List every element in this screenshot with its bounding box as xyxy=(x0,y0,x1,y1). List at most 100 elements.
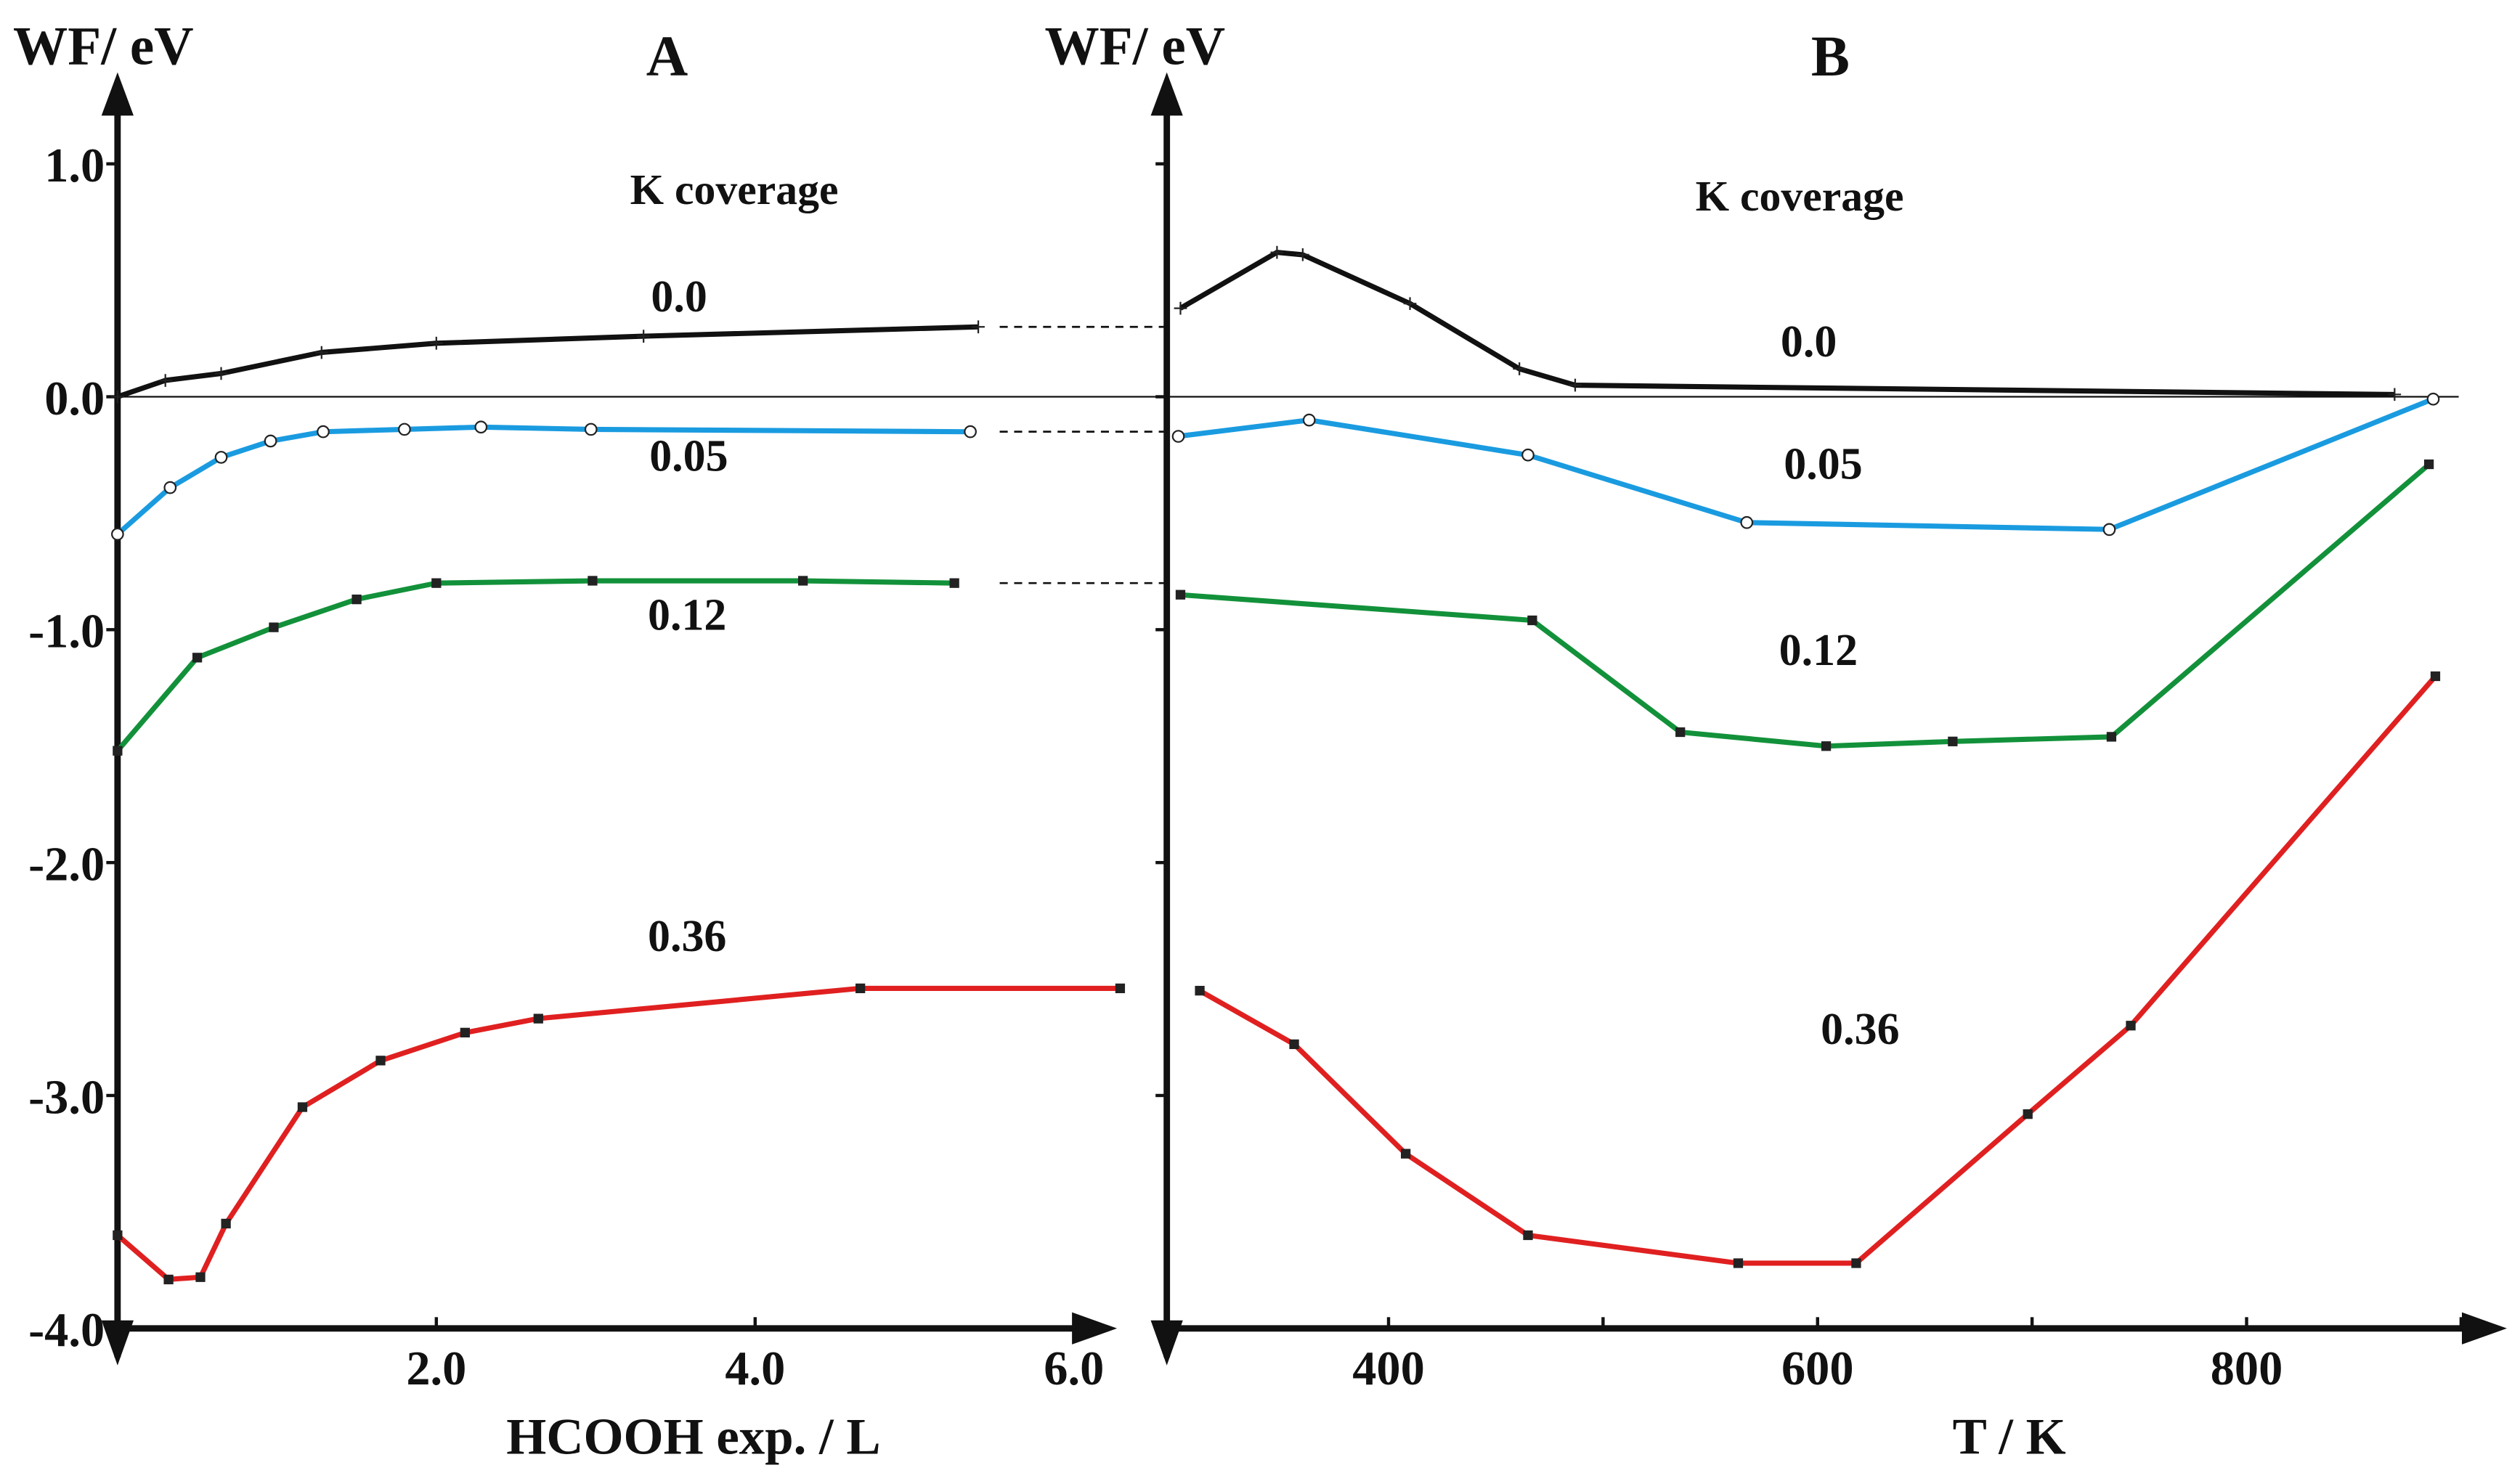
panel-b-series-0.05-point xyxy=(2102,523,2116,536)
panel-b-series-0.0-point xyxy=(1513,362,1527,375)
panel-b-label-0.36: 0.36 xyxy=(1821,1005,1899,1054)
panel-a-series-0.36-point xyxy=(1115,983,1126,994)
panel-a-series-0.12-point xyxy=(351,594,362,605)
panel-b-series-0.36-point xyxy=(1851,1258,1861,1268)
panel-a-series-0.36-point xyxy=(460,1027,470,1037)
panel-a-series-0.05-point xyxy=(111,527,124,541)
panel-a-series-0.36-point xyxy=(113,1230,123,1241)
panel-b-legend-title: K coverage xyxy=(1696,172,1904,220)
panel-a-x-tick-label: 2.0 xyxy=(406,1342,466,1395)
panel-a-series-0.12-point xyxy=(269,622,279,632)
panel-a-series-0.0-point xyxy=(429,336,443,350)
panel-b-series-0.12-line xyxy=(1180,462,2431,749)
panel-b-series-0.0-point xyxy=(1296,248,1309,261)
panel-a-series-0.36-line xyxy=(115,985,1121,1282)
panel-b-title: B xyxy=(1811,25,1850,89)
panel-a-series-0.36-point xyxy=(297,1102,308,1112)
panel-a-series-0.12-point xyxy=(431,578,442,588)
panel-b-series-0.12-point xyxy=(2106,732,2117,742)
panel-a-series-0.36-point xyxy=(533,1013,543,1024)
panel-b-series-0.05-point xyxy=(1171,430,1185,443)
panel-b-series-0.36-point xyxy=(1400,1149,1411,1159)
panel-a-series-0.05-point xyxy=(398,423,411,436)
panel-a-series-0.05-point xyxy=(964,425,977,438)
panel-b-series-0.36-point xyxy=(2430,671,2441,682)
panel-a-series-0.05-point xyxy=(163,481,177,494)
panel-a-series-0.36-point xyxy=(855,983,866,994)
panel-a-ylabel: WF/ eV xyxy=(13,17,194,77)
panel-b-series-0.0-point xyxy=(2388,388,2402,401)
panel-a-series-0.0-point xyxy=(158,374,172,387)
panel-b-series-0.12-point xyxy=(1675,727,1686,738)
panel-a-series-0.12-point xyxy=(798,576,808,586)
panel-a-y-arrow-up xyxy=(101,72,134,116)
panel-a-series-0.12-line xyxy=(115,578,955,753)
panel-b-series-0.0-point xyxy=(1270,245,1284,259)
panel-b-series-0.05-point xyxy=(2426,392,2440,406)
panel-a-x-arrow xyxy=(1072,1312,1118,1345)
panel-a-series-0.12-point xyxy=(588,576,598,586)
panel-b-series-0.36-point xyxy=(1733,1258,1744,1268)
panel-b-series-0.12-point xyxy=(1527,615,1537,626)
panel-b-x-tick-label: 600 xyxy=(1781,1342,1854,1395)
panel-b-series-0.05-point xyxy=(1521,448,1535,462)
panel-b-series-0.12-point xyxy=(1175,589,1186,600)
panel-a-series-0.36-point xyxy=(195,1272,206,1282)
panel-b-series-0.05-line xyxy=(1178,396,2434,532)
panel-b-series-0.0-point xyxy=(1569,378,1582,392)
panel-a-y-tick-label: 0.0 xyxy=(44,372,105,425)
panel-b-y-arrow-up xyxy=(1150,72,1183,116)
panel-a-y-tick-label: -2.0 xyxy=(28,838,105,891)
panel-a-series-0.0-point xyxy=(314,346,328,359)
panel-a-y-tick-label: -3.0 xyxy=(28,1071,105,1124)
panel-b-series-0.12-point xyxy=(2423,459,2434,470)
panel-a-series-0.05-line xyxy=(115,424,971,536)
panel-a-x-tick-label: 4.0 xyxy=(725,1342,785,1395)
panel-b-ylabel: WF/ eV xyxy=(1045,17,1226,77)
panel-a-series-0.0-point xyxy=(214,367,228,380)
panel-a-label-0.05: 0.05 xyxy=(649,431,728,481)
panel-b-series-0.05-point xyxy=(1740,515,1754,529)
panel-b-series-0.36-point xyxy=(2126,1021,2136,1031)
panel-b-series-0.05-point xyxy=(1302,413,1316,427)
panel-b-series-0.12-point xyxy=(1948,736,1958,746)
panel-b-x-arrow xyxy=(2462,1312,2507,1345)
panel-a-series-0.36-point xyxy=(163,1274,174,1285)
panel-b-series-0.0-point xyxy=(1174,301,1187,315)
panel-b-series-0.36-point xyxy=(2023,1109,2033,1119)
panel-a-y-tick-label: -1.0 xyxy=(28,605,105,658)
panel-a-series-0.0-line xyxy=(116,324,979,399)
panel-b-label-0.0: 0.0 xyxy=(1781,317,1837,367)
panel-a-series-0.05-point xyxy=(214,451,228,464)
panel-a-series-0.36-point xyxy=(375,1056,386,1066)
panel-b-series-0.0-point xyxy=(1403,297,1417,311)
panel-a-series-0.05-point xyxy=(474,420,488,434)
panel-a-label-0.12: 0.12 xyxy=(648,590,726,640)
panel-a-label-0.36: 0.36 xyxy=(648,912,726,961)
panel-a-series-0.36-point xyxy=(221,1218,231,1229)
panel-a-series-0.05-point xyxy=(584,423,598,436)
panel-a-series-0.12-point xyxy=(192,653,203,663)
panel-a-series-0.05-point xyxy=(264,434,277,448)
panel-b-series-0.36-point xyxy=(1289,1039,1299,1050)
panel-b-series-0.36-line xyxy=(1198,674,2438,1266)
panel-a-series-0.12-point xyxy=(113,746,123,756)
panel-a-series-0.0-point xyxy=(637,330,651,343)
panel-a-y-tick-label: 1.0 xyxy=(44,139,105,192)
panel-b-series-0.12-point xyxy=(1821,741,1832,751)
panel-a-xlabel: HCOOH exp. / L xyxy=(506,1408,880,1465)
panel-a-title: A xyxy=(646,25,688,89)
panel-a-series-0.0-point xyxy=(111,390,124,404)
panel-b-series-0.36-point xyxy=(1523,1230,1533,1241)
panel-b-label-0.05: 0.05 xyxy=(1784,439,1862,489)
panel-a-series-0.05-point xyxy=(317,425,330,438)
panel-a-x-tick-label: 6.0 xyxy=(1044,1342,1104,1395)
panel-a-y-tick-label: -4.0 xyxy=(28,1304,105,1357)
panel-b-x-tick-label: 400 xyxy=(1352,1342,1425,1395)
panel-a-label-0.0: 0.0 xyxy=(651,272,707,322)
panel-a-legend-title: K coverage xyxy=(630,166,839,213)
panel-b-series-0.36-point xyxy=(1195,985,1205,996)
panel-b-xlabel: T / K xyxy=(1953,1408,2066,1465)
panel-a-series-0.0-point xyxy=(972,320,985,334)
